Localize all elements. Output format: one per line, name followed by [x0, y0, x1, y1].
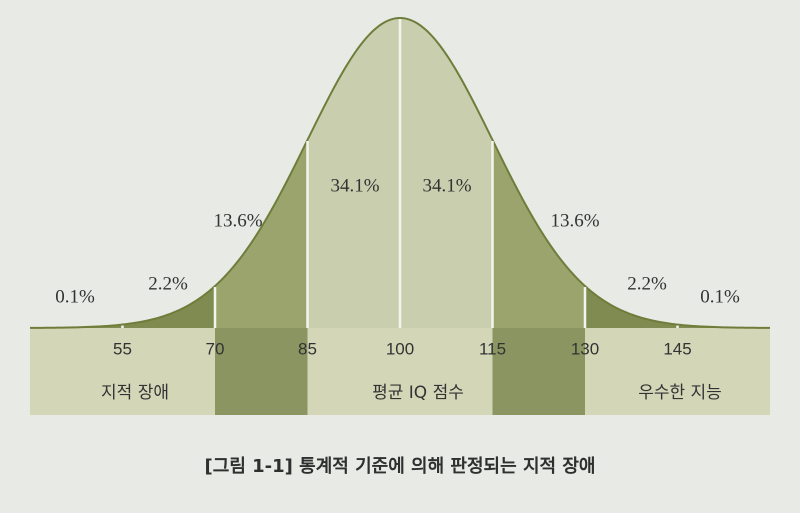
segment-label: 0.1%: [700, 286, 740, 307]
segment-label: 2.2%: [627, 273, 667, 294]
segment-label: 13.6%: [213, 210, 262, 231]
band-strip: [585, 328, 770, 415]
x-tick-label: 130: [571, 339, 599, 358]
band-label: 우수한 지능: [638, 383, 722, 403]
x-tick-label: 145: [663, 339, 691, 358]
segment: [122, 286, 215, 328]
segment: [585, 286, 678, 328]
band-strip: [30, 328, 215, 415]
band-label: 지적 장애: [101, 383, 169, 403]
segment-label: 0.1%: [55, 286, 95, 307]
x-tick-label: 55: [113, 339, 132, 358]
chart-title: [그림 1-1] 통계적 기준에 의해 판정되는 지적 장애: [205, 456, 596, 477]
segment-label: 2.2%: [148, 273, 188, 294]
x-tick-label: 100: [386, 339, 414, 358]
band-label: 평균 IQ 점수: [372, 383, 464, 403]
segment-label: 34.1%: [422, 175, 471, 196]
x-tick-label: 115: [479, 339, 506, 358]
band-strip: [215, 328, 308, 415]
curve: [29, 16, 771, 329]
segment-label: 34.1%: [330, 175, 379, 196]
x-tick-label: 85: [298, 339, 317, 358]
band-strip: [307, 328, 493, 415]
x-tick-label: 70: [206, 339, 225, 358]
band-strip: [492, 328, 585, 415]
segment-label: 13.6%: [550, 210, 599, 231]
